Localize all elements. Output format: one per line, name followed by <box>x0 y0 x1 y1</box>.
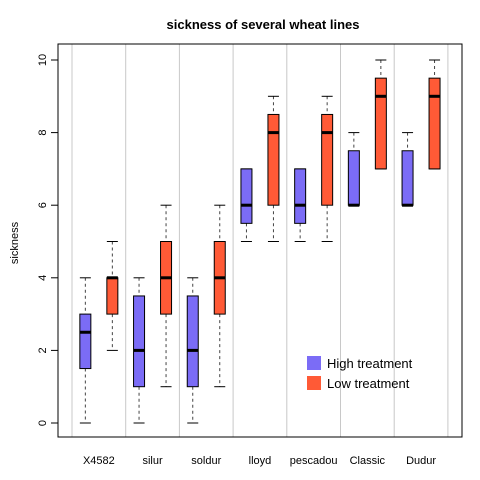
x-tick-label: pescadou <box>290 455 338 467</box>
box-body <box>428 77 441 170</box>
box-high-treatment-dudur <box>401 132 414 207</box>
box-body <box>374 77 387 170</box>
y-tick-label: 0 <box>37 420 49 426</box>
legend-swatch <box>307 356 321 370</box>
group-separators <box>71 44 449 437</box>
legend-swatch <box>307 376 321 390</box>
y-axis: 0 2 4 6 8 10 <box>37 54 58 426</box>
box-high-treatment-silur <box>133 277 146 424</box>
box-low-treatment-silur <box>160 204 173 388</box>
legend-label: Low treatment <box>327 376 410 391</box>
box-body <box>321 113 334 206</box>
box-high-treatment-soldur <box>186 277 199 424</box>
box-body <box>186 295 199 388</box>
chart-title: sickness of several wheat lines <box>167 17 360 32</box>
box-body <box>133 295 146 388</box>
y-tick-label: 10 <box>37 54 49 66</box>
y-tick-label: 6 <box>37 202 49 208</box>
y-axis-label: sickness <box>9 221 21 264</box>
y-tick-label: 4 <box>37 275 49 281</box>
x-tick-label: soldur <box>191 455 221 467</box>
legend-label: High treatment <box>327 356 413 371</box>
x-tick-label: Classic <box>350 455 386 467</box>
box-body <box>347 150 360 206</box>
box-high-treatment-pescadou <box>294 168 307 242</box>
box-body <box>267 113 280 206</box>
x-tick-label: X4582 <box>83 455 115 467</box>
box-body <box>240 168 253 224</box>
box-body <box>401 150 414 206</box>
box-body <box>106 277 119 315</box>
plot-border <box>57 43 463 438</box>
box-high-treatment-x4582 <box>79 277 92 424</box>
x-tick-label: lloyd <box>249 455 272 467</box>
box-body <box>79 313 92 370</box>
box-low-treatment-x4582 <box>106 241 119 351</box>
x-axis-labels: X4582 silur soldur lloyd pescadou Classic Dudu… <box>83 455 436 467</box>
x-tick-label: Dudur <box>406 455 436 467</box>
box-low-treatment-pescadou <box>321 95 334 242</box>
box-high-treatment-classic <box>347 132 360 207</box>
y-tick-label: 8 <box>37 130 49 136</box>
box-body <box>294 168 307 224</box>
box-low-treatment-classic <box>374 59 387 170</box>
boxes-layer <box>79 59 441 424</box>
legend: High treatment Low treatment <box>307 356 413 391</box>
box-low-treatment-soldur <box>213 204 226 388</box>
box-low-treatment-dudur <box>428 59 441 170</box>
box-high-treatment-lloyd <box>240 168 253 242</box>
box-low-treatment-lloyd <box>267 95 280 242</box>
plot-frame <box>57 43 463 438</box>
y-tick-label: 2 <box>37 347 49 353</box>
x-tick-label: silur <box>142 455 163 467</box>
